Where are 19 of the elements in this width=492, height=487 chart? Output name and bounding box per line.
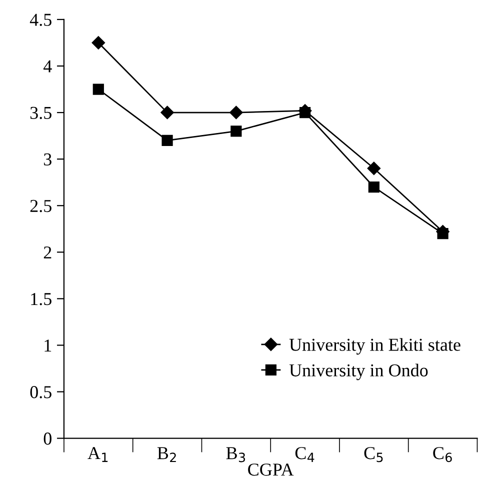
y-tick-label: 0.5 bbox=[30, 386, 52, 398]
x-tick-label: A$_{1}$ bbox=[88, 447, 108, 462]
x-tick-label: C$_{6}$ bbox=[433, 447, 452, 462]
y-tick-label: 1 bbox=[44, 340, 52, 352]
x-tick-label: C$_{4}$ bbox=[295, 447, 314, 462]
y-tick-label: 4 bbox=[43, 60, 52, 72]
x-axis-title: CGPA bbox=[248, 464, 294, 476]
y-tick-label: 2 bbox=[44, 246, 52, 258]
y-tick-label: 2.5 bbox=[30, 200, 52, 212]
legend-label: University in Ekiti state bbox=[289, 338, 460, 355]
y-tick-label: 0 bbox=[44, 432, 52, 445]
x-tick-label: B$_{2}$ bbox=[157, 447, 176, 462]
y-tick-label: 1.5 bbox=[31, 293, 52, 306]
legend-label: University in Ondo bbox=[289, 364, 428, 380]
x-tick-label: C$_{5}$ bbox=[364, 447, 383, 462]
y-tick-label: 3.5 bbox=[30, 106, 52, 120]
y-tick-label: 3 bbox=[44, 153, 52, 166]
x-tick-label: B$_{3}$ bbox=[226, 447, 246, 462]
y-tick-label: 4.5 bbox=[30, 14, 52, 26]
